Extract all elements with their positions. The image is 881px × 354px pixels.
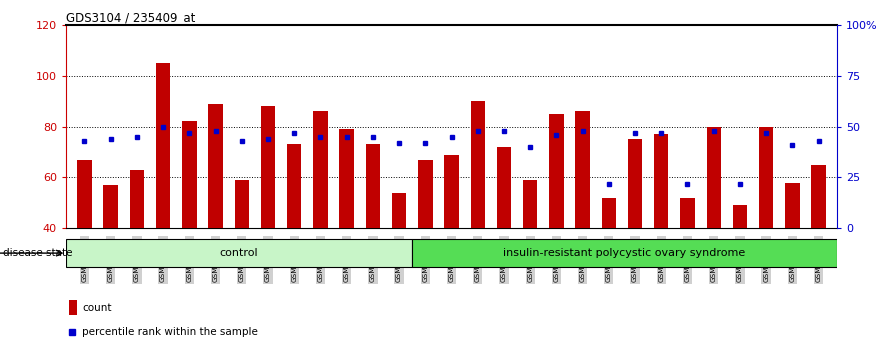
Bar (234, 180, 249, 228)
Bar (785, 183, 800, 228)
Text: percentile rank within the sample: percentile rank within the sample (82, 327, 258, 337)
Bar (707, 127, 721, 228)
Bar (733, 205, 747, 228)
Bar (287, 144, 301, 228)
Bar (602, 198, 616, 228)
Bar (78, 160, 92, 228)
Bar (69, 300, 77, 315)
Bar (759, 127, 774, 228)
Bar (523, 180, 537, 228)
Bar (412, 239, 837, 268)
Bar (130, 170, 144, 228)
Bar (811, 165, 825, 228)
Text: GDS3104 / 235409_at: GDS3104 / 235409_at (66, 11, 196, 24)
Text: disease state: disease state (3, 248, 72, 258)
Bar (261, 106, 275, 228)
Bar (314, 111, 328, 228)
Bar (549, 114, 564, 228)
Bar (418, 160, 433, 228)
Text: control: control (220, 248, 258, 258)
Bar (182, 121, 196, 228)
Bar (156, 63, 170, 228)
Bar (66, 239, 412, 268)
Bar (103, 185, 118, 228)
Text: count: count (82, 303, 111, 313)
Bar (497, 147, 511, 228)
Bar (208, 104, 223, 228)
Bar (392, 193, 406, 228)
Text: insulin-resistant polycystic ovary syndrome: insulin-resistant polycystic ovary syndr… (503, 248, 745, 258)
Bar (680, 198, 695, 228)
Bar (470, 101, 485, 228)
Bar (628, 139, 642, 228)
Bar (339, 129, 354, 228)
Bar (444, 155, 459, 228)
Bar (366, 144, 380, 228)
Bar (575, 111, 589, 228)
Bar (654, 134, 669, 228)
